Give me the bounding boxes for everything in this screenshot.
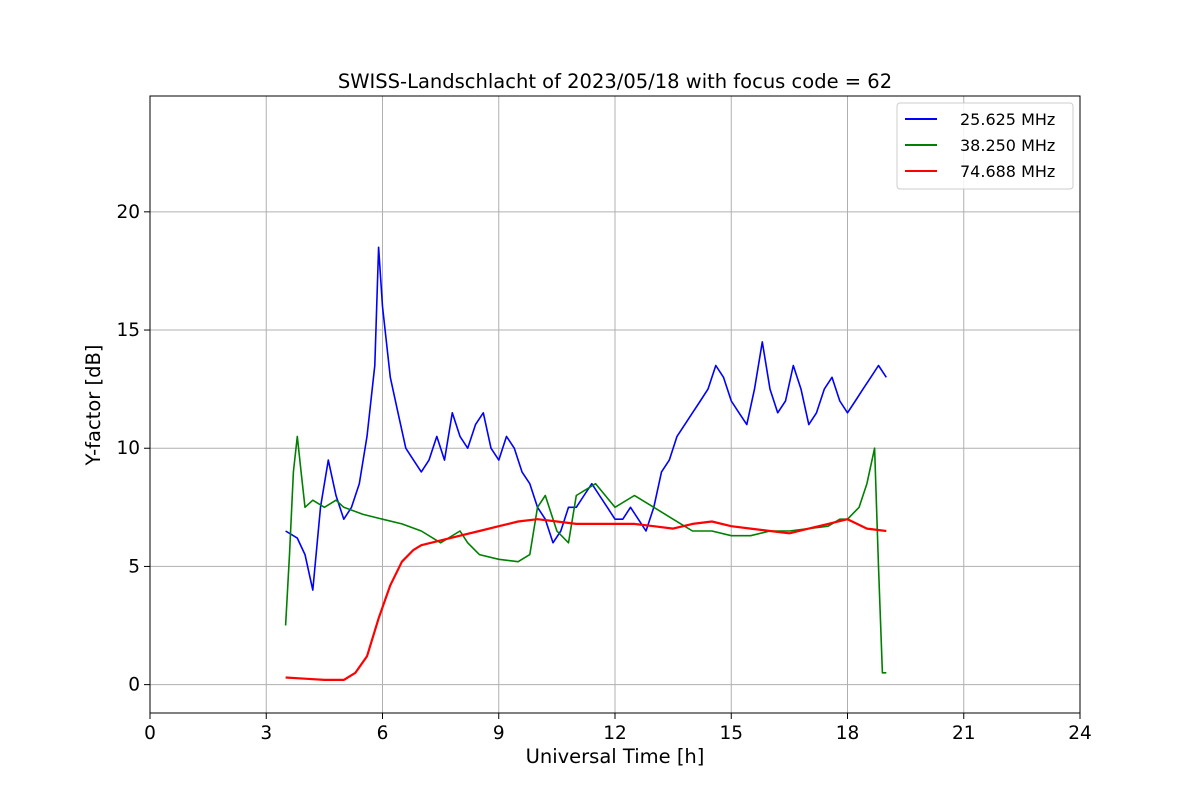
x-tick-label: 15 bbox=[719, 723, 743, 744]
y-tick-label: 5 bbox=[128, 556, 140, 577]
x-tick-label: 24 bbox=[1068, 723, 1092, 744]
series-line-2 bbox=[284, 435, 887, 674]
legend: 25.625 MHz 38.250 MHz 74.688 MHz bbox=[896, 102, 1074, 190]
series-layer bbox=[284, 246, 887, 682]
legend-label: 25.625 MHz bbox=[960, 110, 1055, 129]
x-tick-label: 0 bbox=[144, 723, 156, 744]
y-tick-label: 10 bbox=[116, 438, 140, 459]
legend-label: 74.688 MHz bbox=[960, 162, 1055, 181]
y-axis-label: Y-factor [dB] bbox=[82, 345, 105, 467]
x-tick-label: 21 bbox=[952, 723, 976, 744]
chart-title: SWISS-Landschlacht of 2023/05/18 with fo… bbox=[338, 70, 892, 93]
y-tick-label: 15 bbox=[116, 320, 140, 341]
legend-label: 38.250 MHz bbox=[960, 136, 1055, 155]
x-axis: 0 3 6 9 12 15 18 21 24 bbox=[144, 713, 1092, 744]
y-tick-label: 0 bbox=[128, 675, 140, 696]
x-tick-label: 12 bbox=[603, 723, 627, 744]
series-line-1 bbox=[285, 246, 887, 591]
x-tick-label: 3 bbox=[260, 723, 272, 744]
x-tick-label: 9 bbox=[493, 723, 505, 744]
y-tick-label: 20 bbox=[116, 202, 140, 223]
x-tick-label: 18 bbox=[836, 723, 860, 744]
grid bbox=[149, 96, 1081, 713]
x-tick-label: 6 bbox=[377, 723, 389, 744]
series-line-3 bbox=[285, 518, 887, 682]
x-axis-label: Universal Time [h] bbox=[526, 745, 705, 768]
legend-box bbox=[896, 102, 1074, 190]
y-axis: 0 5 10 15 20 bbox=[116, 202, 150, 696]
